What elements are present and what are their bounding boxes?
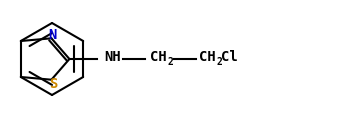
Text: 2: 2 [167, 57, 173, 67]
Text: 2: 2 [216, 57, 222, 67]
Text: NH: NH [105, 50, 121, 64]
Text: CH: CH [150, 50, 167, 64]
Text: CH: CH [200, 50, 216, 64]
Text: S: S [49, 77, 57, 91]
Text: N: N [48, 28, 57, 42]
Text: Cl: Cl [221, 50, 238, 64]
